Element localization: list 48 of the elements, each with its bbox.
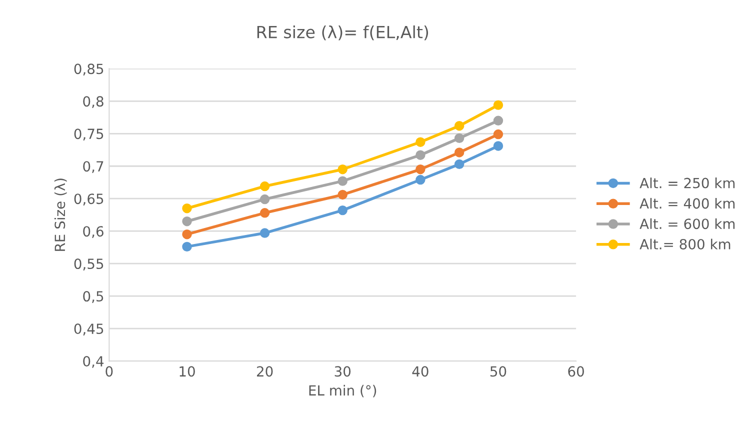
point <box>454 120 464 131</box>
point <box>338 176 348 186</box>
legend-label: Alt. = 600 km <box>640 218 735 230</box>
point <box>454 133 464 144</box>
point <box>260 194 270 204</box>
point <box>416 150 426 160</box>
x-tick-label: 50 <box>490 366 506 377</box>
y-tick-label: 0,65 <box>74 194 104 206</box>
point <box>182 216 192 226</box>
point <box>182 229 192 240</box>
point <box>493 100 504 110</box>
x-axis-title: EL min (°) <box>309 384 376 398</box>
point <box>182 203 192 214</box>
legend-label: Alt. = 250 km <box>640 178 735 188</box>
legend-label: Alt. = 400 km <box>640 198 735 209</box>
point <box>416 174 426 185</box>
y-tick-label: 0,45 <box>74 324 104 336</box>
point <box>416 164 426 174</box>
x-tick-label: 20 <box>256 366 273 377</box>
point <box>493 141 504 151</box>
point <box>182 242 192 252</box>
y-tick-label: 0,85 <box>74 64 104 76</box>
point <box>338 205 348 216</box>
y-tick-label: 0,75 <box>74 128 104 141</box>
y-tick-label: 0,4 <box>83 356 104 368</box>
y-tick-label: 0,7 <box>83 161 104 174</box>
point <box>260 181 270 192</box>
x-tick-label: 0 <box>106 366 113 377</box>
point <box>260 208 270 218</box>
point <box>454 148 464 158</box>
point <box>416 137 426 147</box>
point <box>338 164 348 174</box>
x-tick-label: 60 <box>568 366 584 377</box>
y-tick-label: 0,6 <box>83 226 104 238</box>
x-tick-label: 40 <box>412 366 428 377</box>
x-tick-label: 10 <box>180 366 195 377</box>
y-tick-label: 0,55 <box>74 258 104 270</box>
point <box>493 129 504 140</box>
point <box>454 159 464 170</box>
y-axis-title: RE Size (λ) <box>54 178 67 251</box>
point <box>338 190 348 200</box>
x-tick-label: 30 <box>334 366 351 377</box>
point <box>260 228 270 238</box>
y-tick-label: 0,8 <box>83 96 104 108</box>
point <box>493 116 504 126</box>
legend-label: Alt.= 800 km <box>640 238 730 250</box>
y-tick-label: 0,5 <box>83 291 104 303</box>
chart-title: RE size (λ)= f(EL,Alt) <box>257 25 428 40</box>
